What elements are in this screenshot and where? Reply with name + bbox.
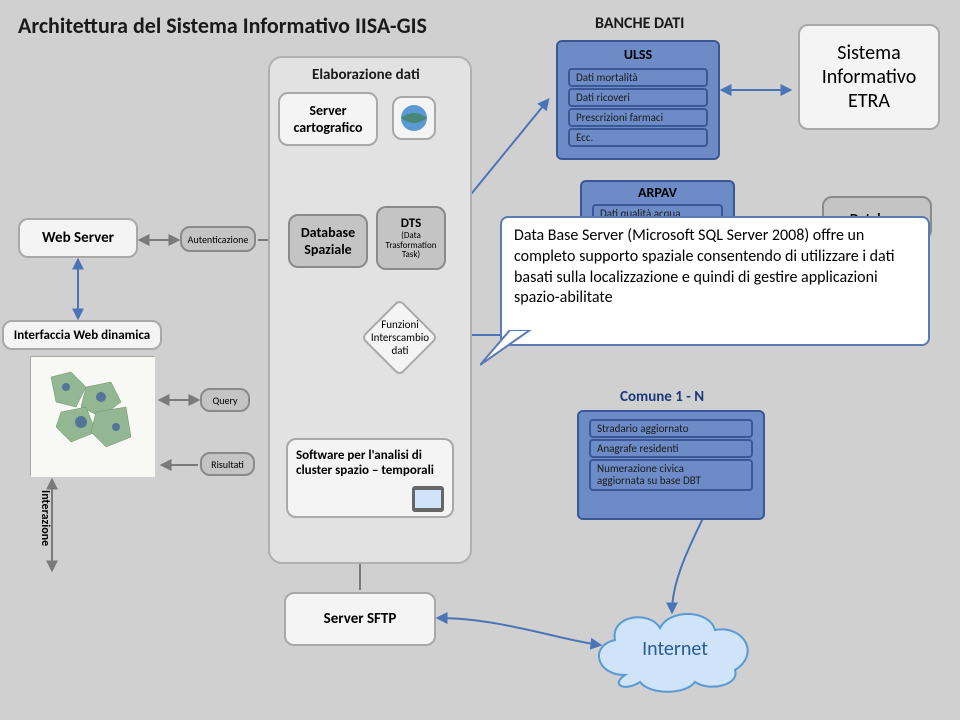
comune-title: Comune 1 - N (620, 388, 704, 406)
ulss-title: ULSS (558, 42, 718, 67)
callout-text: Data Base Server (Microsoft SQL Server 2… (514, 226, 916, 309)
query-node: Query (200, 388, 250, 412)
web-server-node: Web Server (18, 218, 138, 258)
server-cartografico-node: Server cartografico (278, 92, 378, 146)
internet-cloud: Internet (580, 600, 770, 695)
map-thumbnail (30, 356, 154, 476)
comune-row-0: Stradario aggiornato (589, 419, 753, 438)
globe-icon (392, 96, 436, 140)
autenticazione-node: Autenticazione (180, 226, 256, 252)
banche-dati-title: BANCHE DATI (595, 14, 684, 33)
database-spaziale-node: Database Spaziale (288, 214, 368, 268)
ulss-row-1: Dati ricoveri (568, 88, 708, 107)
callout-pointer (480, 330, 540, 370)
dts-node: DTS (Data Trasformation Task) (376, 206, 446, 270)
arpav-title: ARPAV (582, 182, 733, 203)
interazione-label: Interazione (38, 490, 52, 546)
ulss-row-0: Dati mortalità (568, 68, 708, 87)
svg-text:Internet: Internet (642, 637, 708, 661)
risultati-node: Risultati (200, 452, 255, 476)
dts-sub: (Data Trasformation Task) (386, 231, 437, 261)
dts-title: DTS (401, 216, 422, 231)
etra-node: Sistema Informativo ETRA (798, 24, 940, 130)
ulss-box: ULSS Dati mortalità Dati ricoveri Prescr… (556, 40, 720, 160)
comune-row-1: Anagrafe residenti (589, 439, 753, 458)
software-label: Software per l'analisi di cluster spazio… (296, 448, 444, 478)
interfaccia-node: Interfaccia Web dinamica (2, 320, 162, 350)
page-title: Architettura del Sistema Informativo IIS… (18, 12, 427, 39)
monitor-icon (412, 486, 444, 512)
comune-row-2: Numerazione civica aggiornata su base DB… (589, 459, 753, 491)
elaborazione-title: Elaborazione dati (312, 66, 420, 84)
server-sftp-node: Server SFTP (284, 592, 436, 646)
comune-box: Stradario aggiornato Anagrafe residenti … (577, 410, 765, 520)
callout-box: Data Base Server (Microsoft SQL Server 2… (500, 216, 930, 346)
funzioni-label: Funzioni Interscambio dati (358, 318, 442, 357)
ulss-row-3: Ecc. (568, 128, 708, 147)
ulss-row-2: Prescrizioni farmaci (568, 108, 708, 127)
